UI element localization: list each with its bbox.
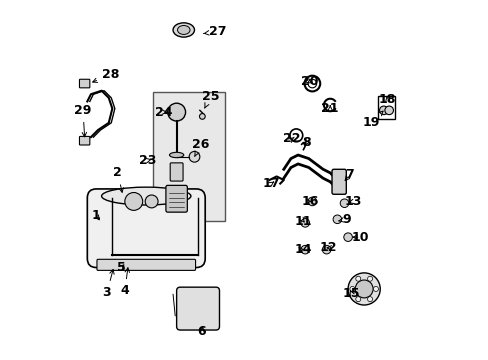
- Circle shape: [322, 246, 330, 254]
- Circle shape: [343, 233, 352, 242]
- Circle shape: [340, 199, 348, 207]
- Circle shape: [189, 152, 200, 162]
- Ellipse shape: [177, 26, 190, 35]
- Circle shape: [367, 276, 372, 281]
- Circle shape: [373, 287, 378, 292]
- Circle shape: [367, 297, 372, 302]
- Text: 5: 5: [117, 261, 125, 274]
- Text: 13: 13: [344, 195, 362, 208]
- Circle shape: [379, 106, 387, 114]
- Circle shape: [145, 195, 158, 208]
- Text: 20: 20: [300, 75, 318, 88]
- Text: 23: 23: [139, 154, 156, 167]
- FancyBboxPatch shape: [176, 287, 219, 330]
- Ellipse shape: [169, 152, 183, 158]
- Text: 28: 28: [93, 68, 119, 82]
- Circle shape: [355, 276, 360, 281]
- Text: 12: 12: [319, 241, 337, 255]
- Circle shape: [354, 280, 372, 298]
- Ellipse shape: [173, 23, 194, 37]
- Text: 15: 15: [342, 287, 360, 300]
- Text: 29: 29: [74, 104, 92, 137]
- Text: 1: 1: [92, 209, 101, 222]
- Text: 11: 11: [294, 215, 311, 228]
- FancyBboxPatch shape: [87, 189, 205, 267]
- Ellipse shape: [102, 187, 190, 205]
- FancyBboxPatch shape: [97, 259, 195, 270]
- Text: 24: 24: [155, 105, 173, 119]
- Text: 16: 16: [301, 195, 319, 208]
- Text: 9: 9: [338, 213, 350, 226]
- Text: 27: 27: [203, 25, 226, 38]
- Circle shape: [124, 193, 142, 210]
- Circle shape: [300, 219, 309, 227]
- Text: 26: 26: [192, 138, 209, 156]
- Text: 3: 3: [102, 270, 114, 299]
- Text: 21: 21: [321, 102, 338, 115]
- Text: 18: 18: [378, 93, 395, 106]
- FancyBboxPatch shape: [165, 185, 187, 212]
- Text: 6: 6: [197, 325, 205, 338]
- Text: 2: 2: [113, 166, 123, 192]
- Circle shape: [199, 113, 205, 119]
- FancyBboxPatch shape: [170, 163, 183, 181]
- Circle shape: [384, 106, 393, 114]
- Text: 10: 10: [351, 231, 368, 244]
- Circle shape: [300, 246, 309, 254]
- FancyBboxPatch shape: [80, 79, 90, 88]
- Circle shape: [332, 215, 341, 224]
- Text: 22: 22: [283, 132, 300, 145]
- Circle shape: [307, 197, 316, 206]
- Text: 17: 17: [262, 177, 280, 190]
- Text: 19: 19: [362, 111, 382, 129]
- Text: 14: 14: [294, 243, 311, 256]
- Bar: [378, 96, 394, 119]
- Circle shape: [349, 287, 354, 292]
- FancyBboxPatch shape: [153, 93, 224, 221]
- Text: 25: 25: [202, 90, 219, 108]
- Circle shape: [355, 297, 360, 302]
- Circle shape: [347, 273, 380, 305]
- Text: 8: 8: [302, 136, 311, 149]
- FancyBboxPatch shape: [331, 169, 346, 194]
- Text: 4: 4: [120, 268, 129, 297]
- Circle shape: [167, 103, 185, 121]
- FancyBboxPatch shape: [80, 136, 90, 145]
- Text: 7: 7: [345, 168, 353, 181]
